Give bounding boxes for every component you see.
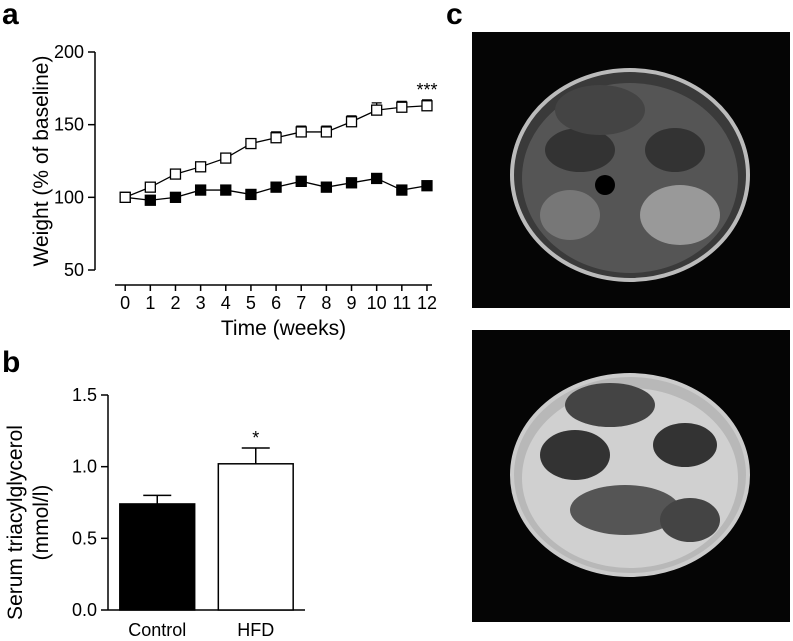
marker — [220, 152, 232, 164]
x-axis-label: Time (weeks) — [221, 317, 346, 340]
x-tick-label: 1 — [145, 293, 155, 313]
marker — [320, 181, 333, 193]
marker — [371, 104, 383, 116]
marker — [345, 116, 358, 128]
panel-label: b — [2, 346, 20, 379]
marker — [169, 168, 182, 180]
x-tick-label: 0 — [120, 293, 130, 313]
marker — [169, 191, 182, 203]
error-bar — [143, 494, 172, 504]
annotation: *** — [416, 80, 437, 100]
marker — [270, 181, 282, 193]
x-tick-label: 8 — [321, 293, 331, 313]
x-tick-label: 3 — [196, 293, 206, 313]
marker — [119, 191, 131, 203]
marker — [295, 126, 307, 138]
y-axis-label: Weight (% of baseline) — [30, 56, 53, 267]
marker — [421, 180, 433, 192]
marker — [396, 184, 408, 196]
mri-image — [472, 32, 790, 308]
x-tick-label: 5 — [246, 293, 256, 313]
annotation: * — [252, 428, 259, 448]
marker — [194, 161, 207, 173]
bar — [119, 503, 196, 611]
y-axis-label: (mmol/l) — [30, 485, 53, 561]
mri-image — [472, 330, 790, 622]
panel-label: a — [2, 0, 19, 31]
y-tick-label: 150 — [54, 115, 84, 135]
x-tick-label: 10 — [367, 293, 387, 313]
marker — [371, 172, 383, 185]
x-tick-label: 11 — [392, 293, 411, 313]
x-tick-label: 6 — [271, 293, 281, 313]
marker — [194, 184, 207, 196]
marker — [396, 101, 408, 113]
y-tick-label: 50 — [64, 260, 84, 280]
marker — [245, 137, 257, 150]
y-tick-label: 1.0 — [72, 457, 97, 477]
x-tick-label: 4 — [221, 293, 231, 313]
marker — [144, 194, 156, 206]
marker — [220, 184, 232, 196]
y-tick-label: 1.5 — [72, 385, 97, 405]
y-tick-label: 200 — [54, 42, 84, 62]
x-tick-label: 2 — [170, 293, 180, 313]
marker — [270, 132, 282, 144]
panel-label: c — [446, 0, 463, 31]
y-tick-label: 100 — [54, 187, 84, 207]
x-tick-label: Control — [128, 620, 186, 640]
marker — [320, 126, 333, 138]
y-tick-label: 0.5 — [72, 528, 97, 548]
error-bar — [241, 447, 270, 464]
x-tick-label: 9 — [347, 293, 357, 313]
marker — [245, 188, 257, 201]
y-tick-label: 0.0 — [72, 600, 97, 620]
marker — [345, 177, 358, 189]
marker — [144, 181, 156, 193]
y-axis-label: Serum triacylglycerol — [4, 425, 27, 620]
x-tick-label: HFD — [237, 620, 274, 640]
marker — [421, 100, 433, 112]
x-tick-label: 7 — [296, 293, 306, 313]
marker — [295, 175, 307, 187]
x-tick-label: 12 — [417, 293, 437, 313]
bar — [217, 463, 294, 611]
